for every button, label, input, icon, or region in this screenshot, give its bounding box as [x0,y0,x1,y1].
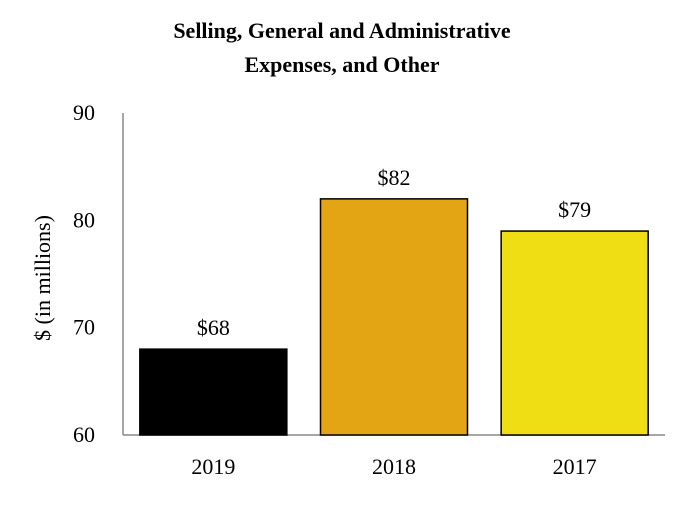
y-axis-label: $ (in millions) [30,215,55,341]
y-tick-label: 90 [73,100,95,125]
y-tick-label: 80 [73,207,95,232]
data-label-2019: $68 [197,315,230,340]
bar-2017 [500,230,649,436]
plot-area: 60 70 80 90 $68 2019 $82 2018 $79 2017 [73,100,665,479]
x-tick-label-2019: 2019 [191,454,235,479]
data-label-2017: $79 [558,197,591,222]
data-label-2018: $82 [378,165,411,190]
y-tick-label: 60 [73,422,95,447]
y-tick-label: 70 [73,315,95,340]
x-tick-label-2017: 2017 [553,454,597,479]
x-tick-label-2018: 2018 [372,454,416,479]
bar-2019 [139,348,288,436]
bar-2018 [319,198,469,436]
chart-title-line-2: Expenses, and Other [245,52,440,77]
chart-title-line-1: Selling, General and Administrative [173,18,511,43]
